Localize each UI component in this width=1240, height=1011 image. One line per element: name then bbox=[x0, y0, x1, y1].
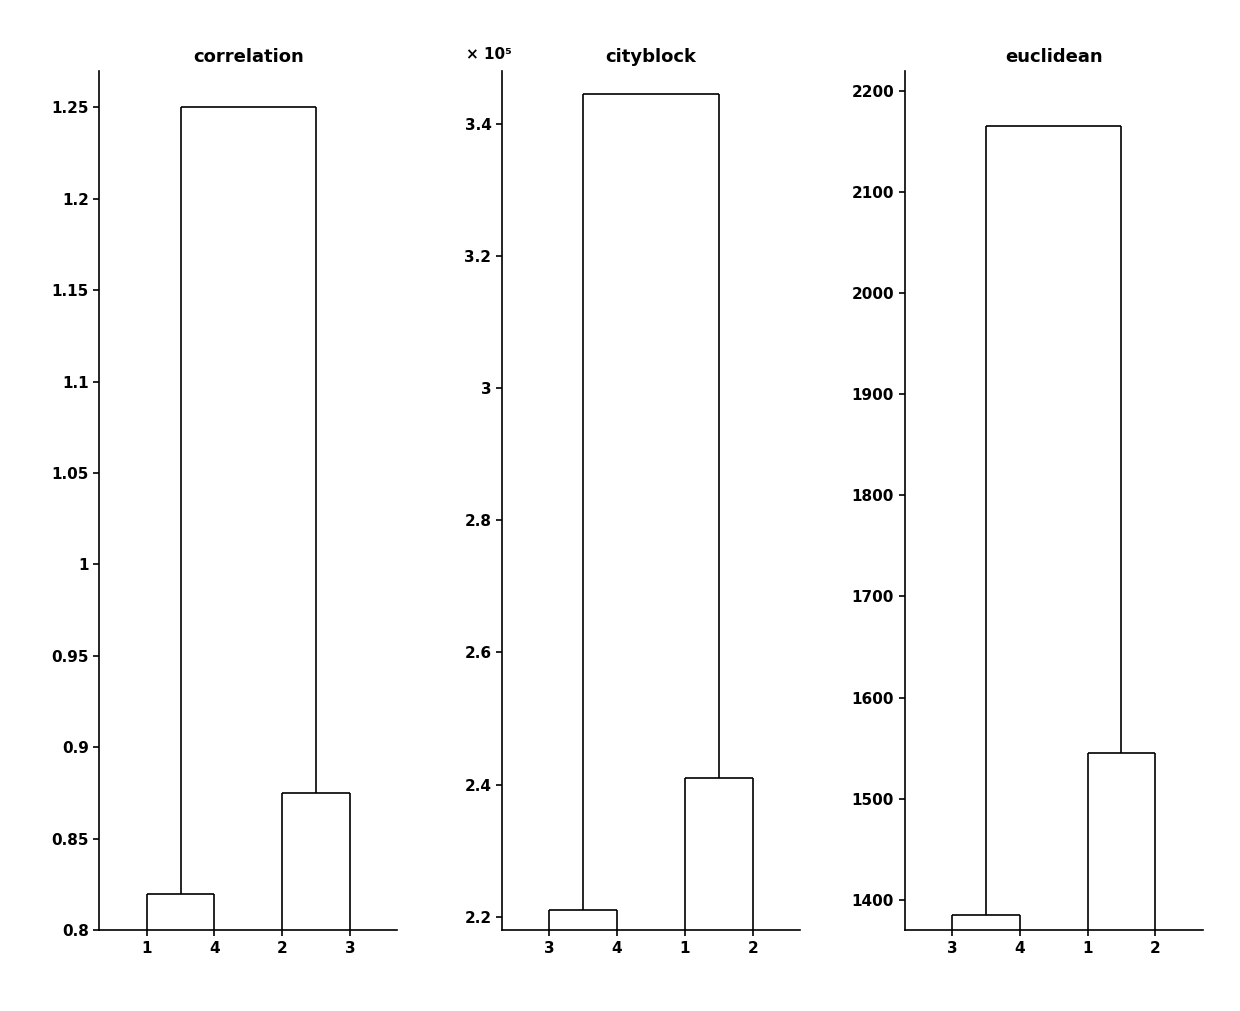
Title: cityblock: cityblock bbox=[605, 49, 697, 67]
Text: × 10⁵: × 10⁵ bbox=[466, 48, 512, 63]
Title: euclidean: euclidean bbox=[1004, 49, 1102, 67]
Title: correlation: correlation bbox=[193, 49, 304, 67]
